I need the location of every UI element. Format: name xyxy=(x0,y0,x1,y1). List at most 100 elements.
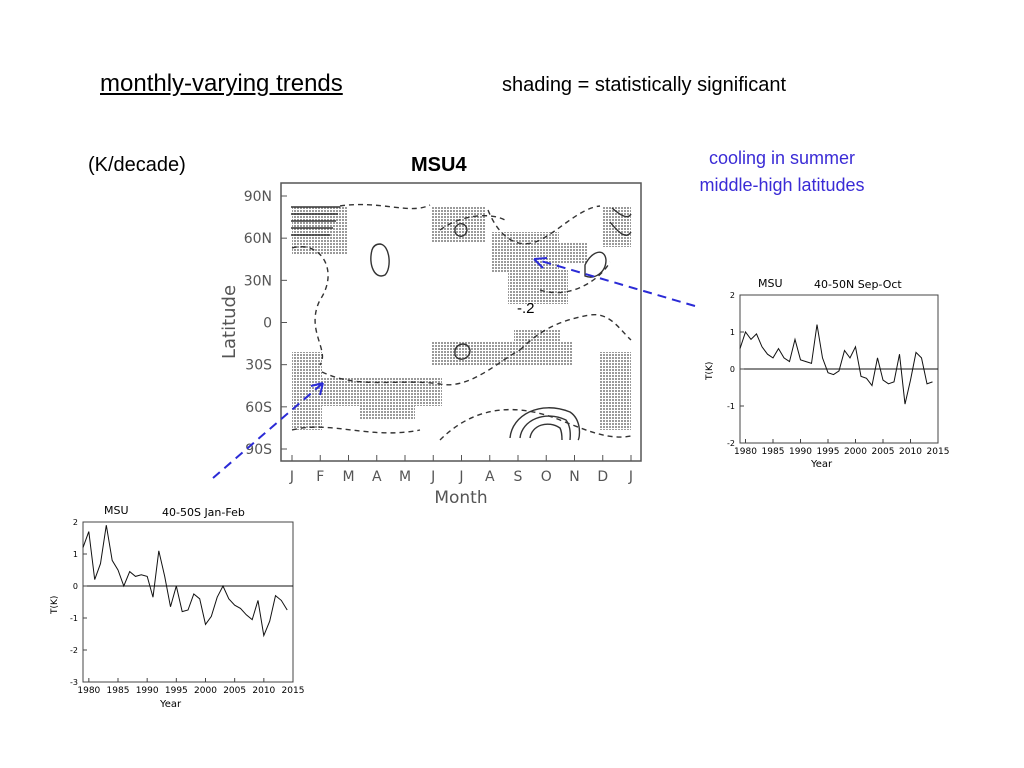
y-axis-label: Latitude xyxy=(219,285,240,359)
x-tick-label: M xyxy=(399,469,411,485)
shading-note: shading = statistically significant xyxy=(502,74,787,96)
annotation-text: cooling in summer middle-high latitudes xyxy=(699,148,865,195)
positive-contour xyxy=(529,423,563,441)
significance-shading xyxy=(292,206,631,430)
positive-contour xyxy=(611,207,632,218)
negative-contour xyxy=(487,205,601,245)
ins1-x-tick-label: 1990 xyxy=(789,447,812,457)
x-tick-label: J xyxy=(628,469,633,485)
significance-patch xyxy=(508,270,568,304)
ins1-x-tick-label: 1995 xyxy=(817,447,840,457)
ins1-y-tick-label: 1 xyxy=(730,328,735,337)
ins2-x-tick-label: 1980 xyxy=(77,686,100,696)
positive-contour xyxy=(584,251,607,278)
ins2-x-tick-label: 1995 xyxy=(165,686,188,696)
negative-contour xyxy=(321,349,521,386)
arrow-north xyxy=(533,258,696,307)
ins1-x-tick-label: 2000 xyxy=(844,447,867,457)
ins1-x-tick-label: 1980 xyxy=(734,447,757,457)
y-tick-label: 30N xyxy=(244,273,272,289)
arrowhead-north xyxy=(533,257,548,269)
positive-contour xyxy=(519,415,572,441)
negative-contour xyxy=(519,314,632,351)
significance-patch xyxy=(292,352,322,430)
significance-patch xyxy=(558,243,588,263)
y-tick-label: 90N xyxy=(244,189,272,205)
significance-patch xyxy=(514,330,560,344)
tick-marks xyxy=(281,195,632,461)
ins2-x-tick-label: 2000 xyxy=(194,686,217,696)
y-tick-label: 60N xyxy=(244,231,272,247)
ins2-y-tick-label: -3 xyxy=(70,678,78,687)
negative-contour xyxy=(291,426,421,434)
ins2-x-tick-label: 1990 xyxy=(136,686,159,696)
page-title: monthly-varying trends xyxy=(100,70,343,97)
ins1-x-tick-label: 2005 xyxy=(872,447,895,457)
significance-patch xyxy=(360,400,415,420)
x-tick-label: D xyxy=(597,469,608,485)
contour-value-label: -.2 xyxy=(517,300,535,317)
ins1-y-tick-label: -1 xyxy=(727,402,735,411)
x-tick-label: M xyxy=(342,469,354,485)
panel-title: MSU4 xyxy=(411,154,467,176)
negative-contour xyxy=(291,246,329,366)
negative-contour xyxy=(339,203,431,210)
positive-contour xyxy=(454,343,471,360)
x-tick-label: N xyxy=(569,469,579,485)
ins2-y-tick-label: 1 xyxy=(73,550,78,559)
inset-south-ylabel: T(K) xyxy=(50,596,60,615)
ins1-y-tick-label: 2 xyxy=(730,291,735,300)
x-tick-label: S xyxy=(514,469,523,485)
inset-south-series-line xyxy=(82,525,288,638)
inset-south-frame xyxy=(82,521,294,683)
negative-contour xyxy=(439,215,506,231)
y-tick-label: 60S xyxy=(245,400,272,416)
arrow-south xyxy=(212,382,324,479)
y-tick-label: 30S xyxy=(245,358,272,374)
ins1-x-tick-label: 1985 xyxy=(762,447,785,457)
ins1-x-tick-label: 2010 xyxy=(899,447,922,457)
significance-patch xyxy=(600,352,631,430)
ins1-x-tick-label: 2015 xyxy=(927,447,950,457)
x-tick-label: A xyxy=(372,469,382,485)
x-tick-label: O xyxy=(541,469,552,485)
inset-south-xlabel: Year xyxy=(159,699,182,710)
arrowhead-south xyxy=(310,382,324,396)
inset-north-title: MSU xyxy=(758,277,783,290)
inset-north-xlabel: Year xyxy=(810,459,833,470)
ins2-y-tick-label: 2 xyxy=(73,518,78,527)
negative-contour xyxy=(539,261,611,294)
inset-south-title: MSU xyxy=(104,504,129,517)
positive-contour xyxy=(454,223,468,237)
significance-patch xyxy=(603,207,631,247)
significance-patch xyxy=(491,232,559,272)
inset-south-subtitle: 40-50S Jan-Feb xyxy=(162,506,245,519)
contour-lines xyxy=(291,203,632,441)
y-tick-label: 90S xyxy=(245,442,272,458)
x-tick-label: J xyxy=(289,469,294,485)
negative-contour xyxy=(439,408,632,441)
inset-north-subtitle: 40-50N Sep-Oct xyxy=(814,278,902,291)
ins1-y-tick-label: -2 xyxy=(727,439,735,448)
ins2-y-tick-label: -2 xyxy=(70,646,78,655)
x-tick-label: J xyxy=(458,469,463,485)
ins2-x-tick-label: 2005 xyxy=(223,686,246,696)
ins2-x-tick-label: 2015 xyxy=(282,686,305,696)
units-label: (K/decade) xyxy=(88,154,186,176)
inset-north-series-line xyxy=(739,324,933,405)
ins2-x-tick-label: 2010 xyxy=(252,686,275,696)
x-tick-label: J xyxy=(430,469,435,485)
ins1-y-tick-label: 0 xyxy=(730,365,735,374)
positive-contour xyxy=(609,221,632,236)
x-axis-label: Month xyxy=(434,488,487,508)
ins2-y-tick-label: -1 xyxy=(70,614,78,623)
x-tick-label: A xyxy=(485,469,495,485)
positive-contour xyxy=(370,243,390,277)
ins2-x-tick-label: 1985 xyxy=(107,686,130,696)
positive-contour xyxy=(509,407,581,441)
y-tick-label: 0 xyxy=(263,316,272,332)
ins2-y-tick-label: 0 xyxy=(73,582,78,591)
